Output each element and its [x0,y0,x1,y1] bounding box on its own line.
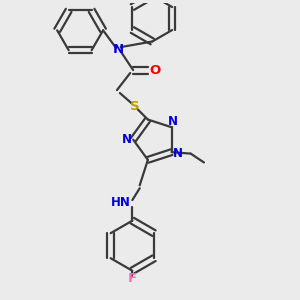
Text: HN: HN [111,196,130,209]
Text: N: N [122,133,132,146]
Text: F: F [128,272,137,285]
Text: N: N [113,43,124,56]
Text: O: O [150,64,161,76]
Text: N: N [168,116,178,128]
Text: S: S [130,100,140,113]
Text: N: N [173,147,183,160]
